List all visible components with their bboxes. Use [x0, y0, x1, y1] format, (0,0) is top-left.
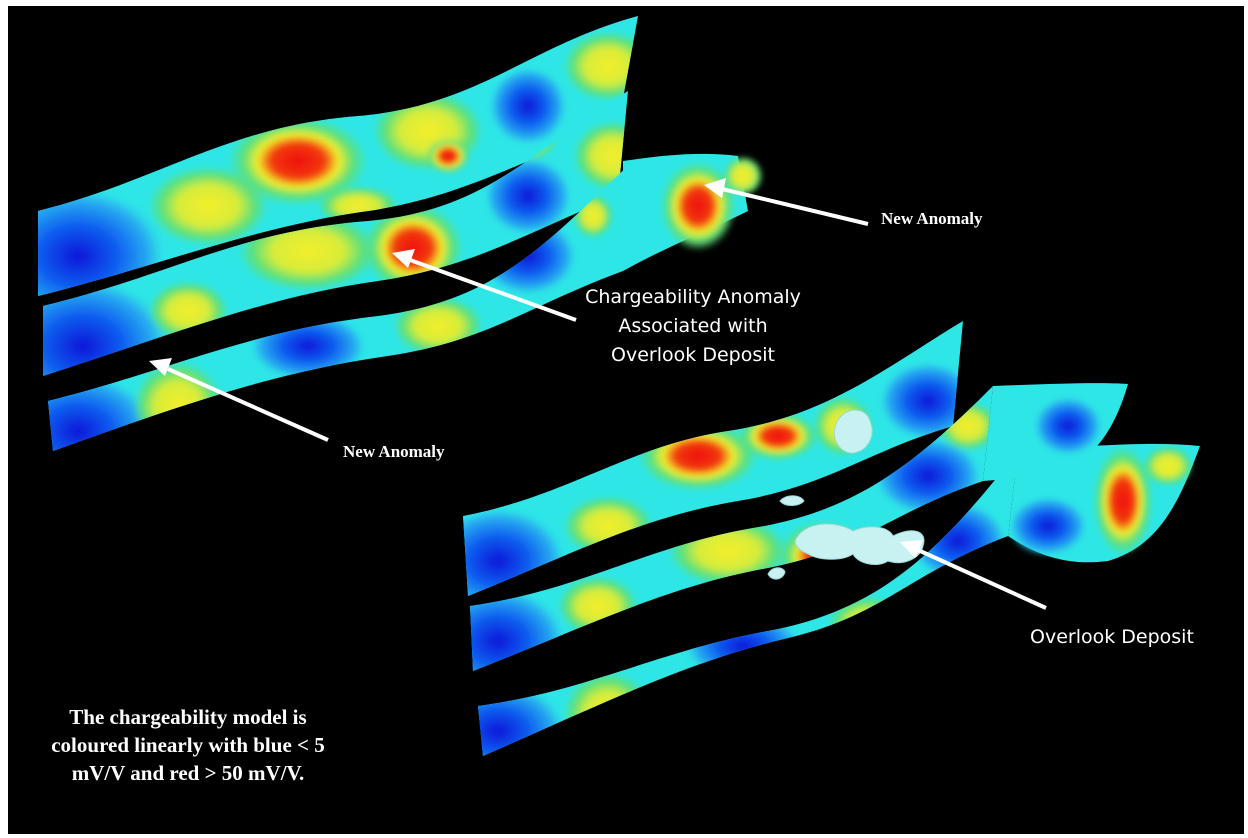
arrow-new-anomaly-right: [721, 187, 869, 226]
upper-section-3-extension: [623, 153, 763, 271]
caption-line-3: mV/V and red > 50 mV/V.: [71, 761, 305, 785]
arrow-overlook-deposit: [917, 548, 1047, 610]
arrow-chargeability-anomaly: [409, 258, 577, 322]
chargeability-anomaly-line-3: Overlook Deposit: [611, 344, 775, 366]
lower-section-2-extension: [983, 383, 1128, 481]
caption-line-1: The chargeability model is: [69, 705, 307, 729]
new-anomaly-right-label: New Anomaly: [881, 209, 983, 228]
arrow-new-anomaly-left: [167, 367, 329, 442]
caption-line-2: coloured linearly with blue < 5: [51, 733, 325, 757]
chargeability-model-scene: [38, 16, 1200, 756]
pointer-arrows: [149, 178, 1047, 610]
overlook-deposit-isosurface: [767, 409, 925, 580]
scene-panel: New Anomaly Chargeability Anomaly Associ…: [8, 6, 1244, 834]
chargeability-anomaly-line-2: Associated with: [618, 315, 768, 337]
chargeability-anomaly-line-1: Chargeability Anomaly: [585, 286, 801, 308]
new-anomaly-left-label: New Anomaly: [343, 442, 445, 461]
overlook-deposit-label: Overlook Deposit: [1030, 626, 1194, 648]
chargeability-anomaly-label: Chargeability Anomaly Associated with Ov…: [563, 283, 823, 370]
caption-text: The chargeability model is coloured line…: [38, 703, 338, 787]
